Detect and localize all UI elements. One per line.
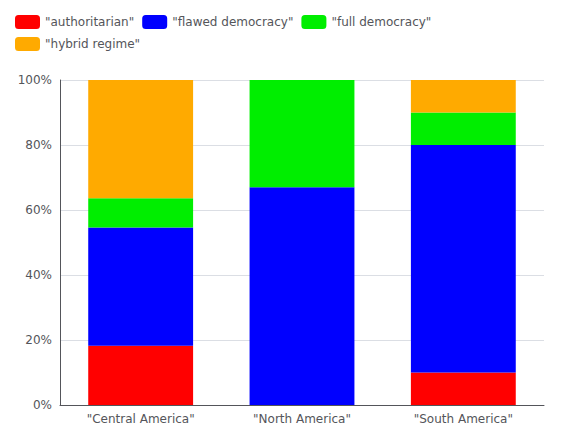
svg-text:"full democracy": "full democracy" [331, 15, 431, 29]
svg-text:"South America": "South America" [414, 412, 513, 426]
svg-text:"North America": "North America" [253, 412, 351, 426]
svg-text:100%: 100% [18, 73, 52, 87]
svg-text:"authoritarian": "authoritarian" [45, 15, 134, 29]
svg-text:60%: 60% [25, 203, 52, 217]
svg-text:"hybrid regime": "hybrid regime" [45, 37, 140, 51]
svg-text:20%: 20% [25, 333, 52, 347]
svg-text:"Central America": "Central America" [87, 412, 195, 426]
svg-text:"flawed democracy": "flawed democracy" [172, 15, 293, 29]
svg-text:0%: 0% [33, 398, 52, 412]
svg-text:40%: 40% [25, 268, 52, 282]
svg-text:80%: 80% [25, 138, 52, 152]
